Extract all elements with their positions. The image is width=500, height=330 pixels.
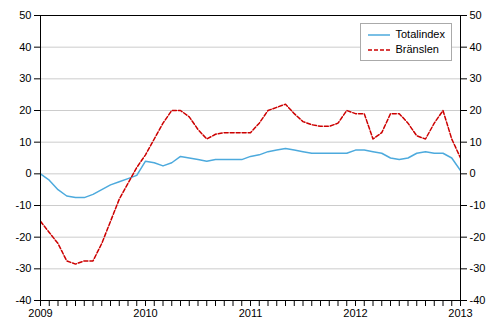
svg-text:40: 40 — [470, 41, 482, 53]
svg-text:2010: 2010 — [133, 307, 157, 319]
svg-text:-30: -30 — [16, 262, 32, 274]
html-text:Totalindex: Totalindex — [395, 28, 445, 40]
svg-text:50: 50 — [470, 9, 482, 21]
svg-text:-10: -10 — [16, 199, 32, 211]
svg-text:-30: -30 — [470, 262, 486, 274]
svg-text:-10: -10 — [470, 199, 486, 211]
svg-text:2012: 2012 — [343, 307, 367, 319]
svg-text:-20: -20 — [16, 231, 32, 243]
svg-text:0: 0 — [25, 167, 31, 179]
svg-text:10: 10 — [470, 136, 482, 148]
svg-text:20: 20 — [470, 104, 482, 116]
svg-text:2011: 2011 — [239, 307, 263, 319]
svg-text:2009: 2009 — [28, 307, 52, 319]
svg-text:2013: 2013 — [448, 307, 472, 319]
svg-text:30: 30 — [19, 72, 31, 84]
html-text:Bränslen: Bränslen — [395, 43, 439, 55]
svg-text:-20: -20 — [470, 231, 486, 243]
svg-text:10: 10 — [19, 136, 31, 148]
svg-text:40: 40 — [19, 41, 31, 53]
svg-text:0: 0 — [470, 167, 476, 179]
svg-text:-40: -40 — [470, 294, 486, 306]
svg-text:30: 30 — [470, 72, 482, 84]
svg-text:20: 20 — [19, 104, 31, 116]
svg-text:50: 50 — [19, 9, 31, 21]
svg-text:-40: -40 — [16, 294, 32, 306]
